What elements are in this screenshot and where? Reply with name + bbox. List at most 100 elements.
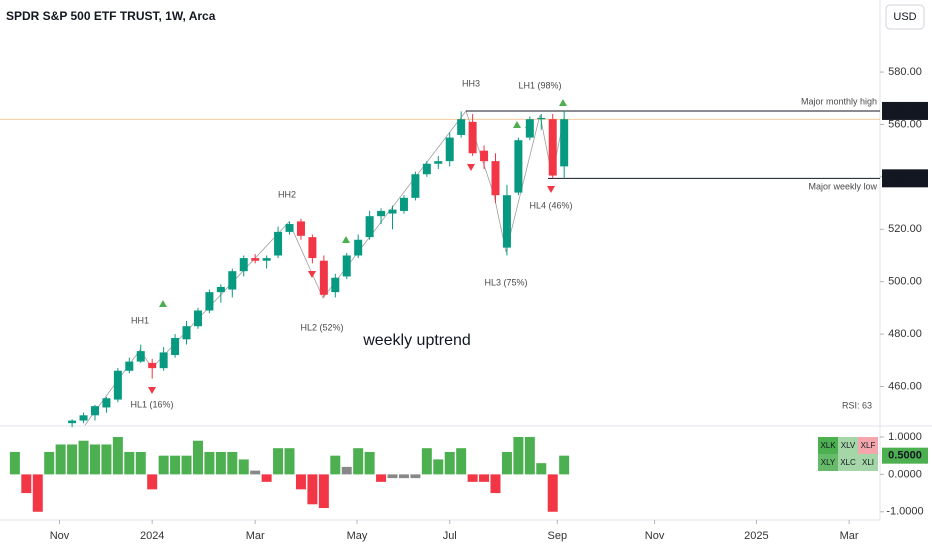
candle-body (537, 117, 546, 120)
candle-body (422, 163, 431, 175)
sector-cell (838, 454, 858, 471)
pivot-label: LH1 (98%) (518, 80, 561, 90)
candle-body (148, 362, 157, 369)
candle-body (193, 310, 202, 327)
candle-body (102, 398, 111, 408)
candle-body (354, 239, 363, 256)
histogram-bar (341, 466, 352, 475)
x-tick-label: May (347, 530, 368, 542)
histogram-bar (135, 451, 146, 475)
x-tick-label: Nov (50, 530, 70, 542)
histogram-bar (89, 444, 100, 475)
pivot-label: HL2 (52%) (300, 322, 343, 332)
trend-label: weekly uptrend (362, 332, 471, 349)
histogram-bar (273, 448, 284, 475)
candle-body (205, 292, 214, 311)
sector-label: XLI (862, 458, 874, 467)
candle-body (182, 326, 191, 340)
candle-body (296, 221, 305, 236)
last-value-label: 0.5000 (888, 450, 922, 462)
histogram-bar (21, 474, 32, 494)
y-tick-label: 480.00 (888, 328, 922, 340)
histogram-bar (444, 451, 455, 475)
histogram-bar (536, 463, 547, 475)
sector-label: XLF (861, 441, 876, 450)
level-price-label: 565.16 (888, 105, 922, 117)
candle-body (216, 286, 225, 293)
pivot-label: HH3 (462, 78, 480, 88)
candle-body (274, 231, 283, 256)
pivot-label: HH1 (131, 315, 149, 325)
candle-body (377, 210, 386, 217)
pivot-label: HL4 (46%) (529, 200, 572, 210)
candle-body (480, 150, 489, 162)
candle-body (434, 161, 443, 164)
candle-body (399, 197, 408, 211)
candle-body (411, 174, 420, 198)
histogram-bar (261, 474, 272, 482)
histogram-bar (227, 451, 238, 475)
candle-body (159, 352, 168, 369)
down-marker (308, 271, 316, 278)
up-marker (559, 99, 567, 106)
histogram-bar (490, 474, 501, 494)
histogram-bar (307, 474, 318, 505)
sector-cell (818, 437, 838, 454)
candle-body (445, 137, 454, 162)
x-tick-label: Jul (443, 530, 457, 542)
sector-cell (838, 437, 858, 454)
candle-body (388, 209, 397, 214)
histogram-bar (238, 459, 249, 475)
histogram-bar (387, 474, 398, 479)
histogram-bar (501, 451, 512, 475)
histogram-bar (353, 448, 364, 475)
x-tick-label: Sep (548, 530, 568, 542)
candle-body (228, 271, 237, 290)
currency-label[interactable]: USD (893, 11, 916, 23)
histogram-bar (67, 444, 78, 475)
histogram-bar (192, 440, 203, 475)
y-tick-label: 1.0000 (888, 431, 922, 443)
y-tick-label: 560.00 (888, 118, 922, 130)
candle-body (342, 255, 351, 277)
y-tick-label: 580.00 (888, 66, 922, 78)
histogram-bar (456, 448, 467, 475)
histogram-bar (410, 474, 421, 479)
candle-body (171, 338, 180, 356)
candle-body (365, 216, 374, 238)
histogram-bar (170, 455, 181, 475)
y-tick-label: 500.00 (888, 276, 922, 288)
histogram-bar (181, 455, 192, 475)
level-label: Major monthly high (801, 96, 877, 106)
histogram-bar (112, 436, 123, 475)
pivot-label: HH2 (278, 189, 296, 199)
x-tick-label: Mar (246, 530, 265, 542)
y-tick-label: 520.00 (888, 223, 922, 235)
histogram-bar (318, 474, 329, 509)
candle-body (548, 119, 557, 176)
candle-body (125, 361, 134, 371)
currency-button[interactable] (885, 4, 925, 30)
histogram-bar (284, 448, 295, 475)
candle-body (502, 195, 511, 248)
histogram-bar (330, 455, 341, 475)
candle-body (525, 119, 534, 138)
candle-body (457, 119, 466, 135)
up-marker (342, 236, 350, 243)
down-marker (467, 164, 475, 171)
candle-body (491, 161, 500, 196)
x-tick-label: 2025 (744, 530, 768, 542)
candle-body (136, 351, 145, 362)
candle-body (68, 420, 77, 424)
sector-cell (858, 437, 878, 454)
histogram-bar (147, 474, 158, 490)
candle-body (331, 277, 340, 293)
candle-body (113, 370, 122, 400)
last-value-box (882, 447, 928, 464)
sector-cell (858, 454, 878, 471)
candle-body (79, 415, 88, 421)
sector-label: XLK (820, 441, 836, 450)
down-marker (148, 387, 156, 394)
candle-body (262, 258, 271, 261)
